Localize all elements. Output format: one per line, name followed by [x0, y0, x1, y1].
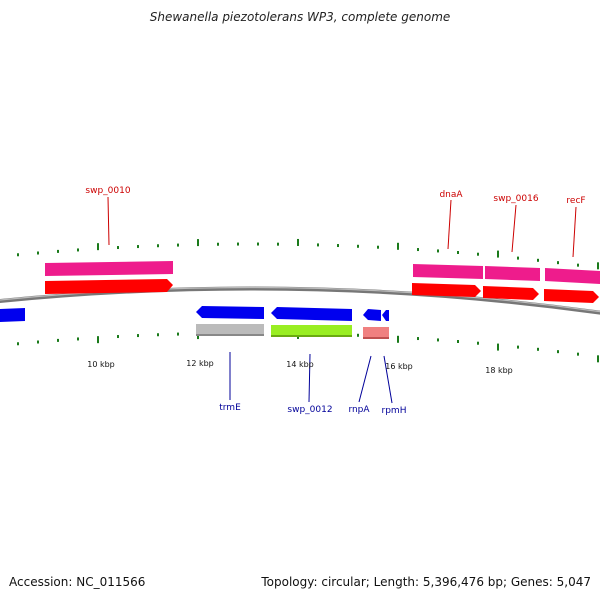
accession-text: Accession: NC_011566: [9, 575, 146, 589]
label-swp-0012[interactable]: swp_0012: [287, 405, 332, 415]
label-trme[interactable]: trmE: [219, 403, 241, 413]
genome-backbone: [0, 286, 600, 315]
reverse-cds-track: [0, 306, 389, 322]
leader-swp-0010: [107, 196, 110, 246]
cds-swp-0012[interactable]: [271, 307, 352, 321]
gene-swp-0012[interactable]: [271, 325, 352, 337]
reverse-gene-labels: trmE swp_0012 rnpA rpmH: [219, 403, 406, 416]
leader-rnpa: [358, 355, 372, 403]
gene-rnpa-rpmh[interactable]: [363, 327, 389, 339]
gene-swp-0010[interactable]: [45, 261, 173, 276]
scale-label-12kbp: 12 kbp: [186, 359, 214, 368]
cds-swp-0010[interactable]: [45, 279, 173, 294]
reverse-gene-track: [196, 324, 389, 339]
leader-swp-0016: [511, 204, 517, 253]
cds-swp-0016[interactable]: [483, 286, 539, 300]
reverse-label-leaders: [229, 352, 393, 404]
gene-dnaa[interactable]: [413, 264, 483, 279]
cds-rpmh[interactable]: [382, 310, 389, 321]
cds-rnpa[interactable]: [363, 309, 381, 321]
cds-dnaa[interactable]: [412, 283, 481, 297]
leader-swp-0012: [308, 353, 311, 403]
gene-recf[interactable]: [545, 268, 600, 284]
leader-recf: [572, 206, 577, 258]
forward-gene-track: [45, 261, 600, 284]
scale-labels: 10 kbp 12 kbp 14 kbp 16 kbp 18 kbp: [87, 359, 513, 375]
leader-rpmh: [383, 355, 393, 404]
label-rnpa[interactable]: rnpA: [348, 405, 370, 415]
forward-cds-track: [45, 279, 599, 303]
label-swp-0010[interactable]: swp_0010: [85, 186, 130, 196]
gene-rnpa-rpmh-shadow: [363, 337, 389, 339]
genome-backbone-highlight: [0, 286, 600, 313]
scale-label-14kbp: 14 kbp: [286, 360, 314, 369]
gene-swp-0012-shadow: [271, 335, 352, 337]
label-rpmh[interactable]: rpmH: [382, 406, 407, 416]
scale-label-18kbp: 18 kbp: [485, 366, 513, 375]
map-title: Shewanella piezotolerans WP3, complete g…: [149, 10, 451, 24]
gene-swp-0016[interactable]: [485, 266, 540, 281]
top-tick-marks: [17, 238, 599, 270]
cds-trme[interactable]: [196, 306, 264, 319]
cds-recf[interactable]: [544, 289, 599, 303]
scale-label-16kbp: 16 kbp: [385, 362, 413, 371]
cds-left-partial[interactable]: [0, 308, 25, 322]
forward-label-leaders: [107, 196, 577, 258]
label-swp-0016[interactable]: swp_0016: [493, 194, 538, 204]
gene-trme[interactable]: [196, 324, 264, 336]
forward-gene-labels: swp_0010 dnaA swp_0016 recF: [85, 186, 585, 206]
label-recf[interactable]: recF: [566, 196, 585, 206]
label-dnaa[interactable]: dnaA: [439, 190, 463, 200]
leader-dnaa: [447, 199, 452, 250]
scale-label-10kbp: 10 kbp: [87, 360, 115, 369]
genome-summary-text: Topology: circular; Length: 5,396,476 bp…: [261, 575, 591, 589]
gene-trme-shadow: [196, 334, 264, 336]
